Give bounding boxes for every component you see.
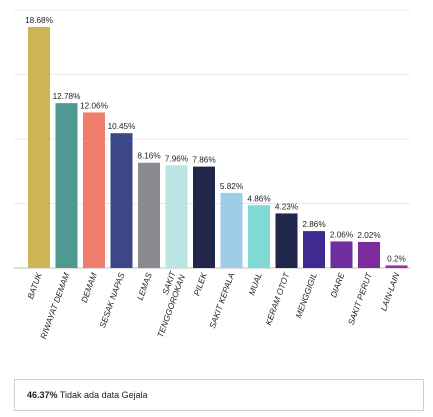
- symptom-bar-chart: 18.68% 12.78%12.06% 10.45% 8.16% 7.96% 7.86% 5…: [14, 9, 410, 340]
- value-label: 0.2%: [387, 254, 406, 263]
- bar: [358, 241, 380, 268]
- category-label: SESAK NAPAS: [97, 271, 126, 329]
- value-labels: 18.68% 12.78%12.06% 10.45% 8.16% 7.96% 7.86% 5…: [25, 16, 406, 263]
- bar: [165, 165, 188, 268]
- no-symptom-percent: 46.37%: [27, 390, 58, 400]
- category-label: DIARE: [328, 271, 346, 299]
- value-label: 7.96%: [165, 154, 188, 163]
- bar: [110, 133, 133, 268]
- category-label: BATUK: [25, 271, 44, 300]
- bar: [138, 162, 160, 268]
- category-label: SAKIT KEPALA: [207, 271, 237, 330]
- category-label: KERAM OTOT: [263, 270, 292, 326]
- no-symptom-text: Tidak ada data Gejala: [59, 390, 148, 400]
- category-label: LEMAS: [135, 271, 154, 301]
- category-label: PILEK: [191, 271, 209, 297]
- value-label: 12.06%: [80, 101, 108, 110]
- bar: [303, 231, 325, 268]
- value-label: 4.86%: [247, 194, 270, 203]
- bar: [83, 112, 105, 269]
- category-label: SAKIT PERUT: [346, 270, 374, 326]
- bar: [248, 205, 270, 268]
- category-label: DEMAM: [79, 271, 99, 304]
- category-label: LAIN-LAIN: [378, 270, 401, 312]
- bar: [275, 213, 298, 268]
- value-label: 10.45%: [108, 122, 136, 131]
- bar: [55, 103, 78, 268]
- value-label: 2.86%: [302, 220, 325, 229]
- category-label: MUAL: [247, 271, 264, 297]
- value-label: 7.86%: [192, 156, 215, 165]
- value-label: 8.16%: [137, 152, 160, 161]
- value-label: 5.82%: [220, 182, 243, 191]
- bar: [28, 27, 50, 268]
- bar: [220, 192, 243, 268]
- value-label: 18.68%: [25, 16, 53, 25]
- value-label: 2.06%: [330, 230, 353, 239]
- category-label: RIWAYAT DEMAM: [38, 271, 71, 340]
- bar: [385, 265, 408, 268]
- bars: [28, 27, 408, 269]
- bar: [193, 166, 215, 268]
- value-label: 4.23%: [275, 202, 298, 211]
- value-label: 2.02%: [357, 231, 380, 240]
- value-label: 12.78%: [53, 92, 81, 101]
- no-symptom-data-note: 46.37% Tidak ada data Gejala: [14, 379, 424, 411]
- category-label: MENGGIGIL: [293, 271, 319, 319]
- bar: [330, 241, 353, 268]
